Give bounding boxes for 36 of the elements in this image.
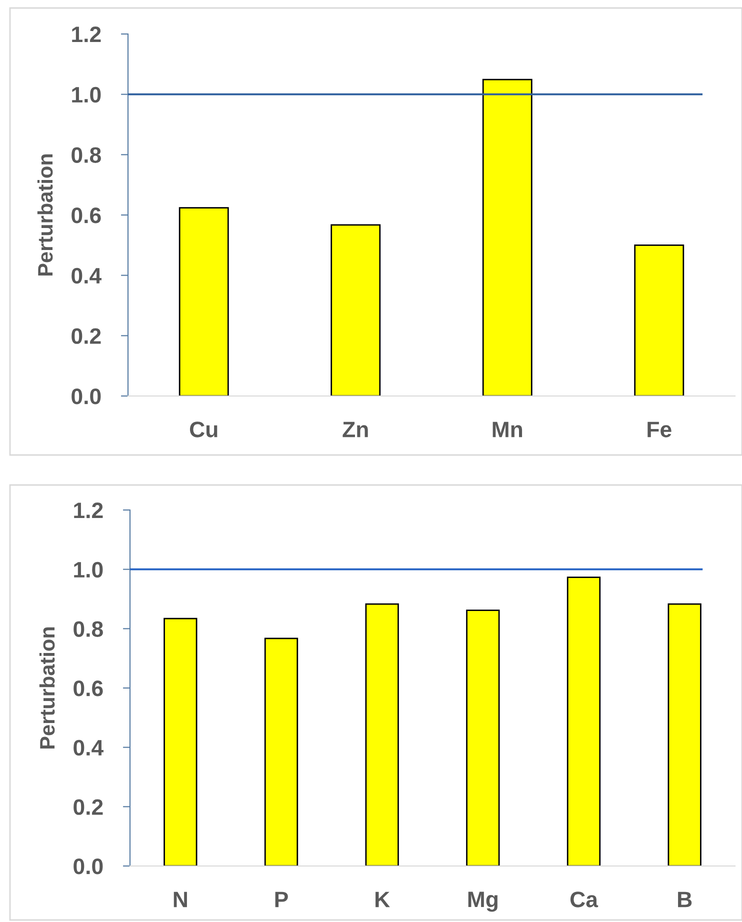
- x-tick-label: K: [376, 892, 390, 908]
- y-tick-label: 0.8: [74, 621, 103, 637]
- y-tick-label: 0.4: [72, 268, 102, 284]
- x-tick-label: Cu: [190, 422, 218, 438]
- y-tick-label: 0.0: [74, 858, 103, 874]
- y-tick-label: 0.6: [72, 208, 101, 224]
- y-tick-label: 0.6: [74, 680, 103, 696]
- y-tick-label: 1.2: [74, 502, 103, 518]
- x-tick-label: Mn: [492, 422, 522, 438]
- bar: [466, 610, 500, 866]
- y-axis-title: Perturbation: [37, 154, 53, 276]
- y-tick-label: 0.2: [72, 328, 101, 344]
- y-tick-label: 1.2: [72, 26, 101, 42]
- bar: [178, 207, 229, 396]
- y-axis-title: Perturbation: [39, 627, 55, 749]
- x-tick-label: B: [678, 892, 692, 908]
- bar: [164, 618, 198, 866]
- bar: [668, 603, 702, 866]
- y-tick-label: 0.0: [72, 388, 101, 404]
- bar: [365, 603, 399, 866]
- x-tick-label: Fe: [648, 422, 672, 438]
- x-tick-label: Mg: [468, 892, 498, 912]
- bar: [482, 78, 532, 396]
- x-tick-label: P: [275, 892, 288, 908]
- bar: [634, 244, 684, 396]
- x-tick-label: Ca: [570, 892, 598, 908]
- bar: [264, 638, 298, 866]
- bar: [330, 224, 381, 396]
- y-tick-label: 1.0: [72, 86, 101, 103]
- y-tick-label: 0.2: [74, 799, 103, 815]
- x-tick-label: N: [174, 892, 187, 908]
- bar: [566, 576, 601, 866]
- x-tick-label: Zn: [342, 422, 368, 438]
- y-tick-label: 0.4: [74, 740, 104, 756]
- y-tick-label: 0.8: [72, 147, 101, 163]
- y-tick-label: 1.0: [74, 562, 103, 578]
